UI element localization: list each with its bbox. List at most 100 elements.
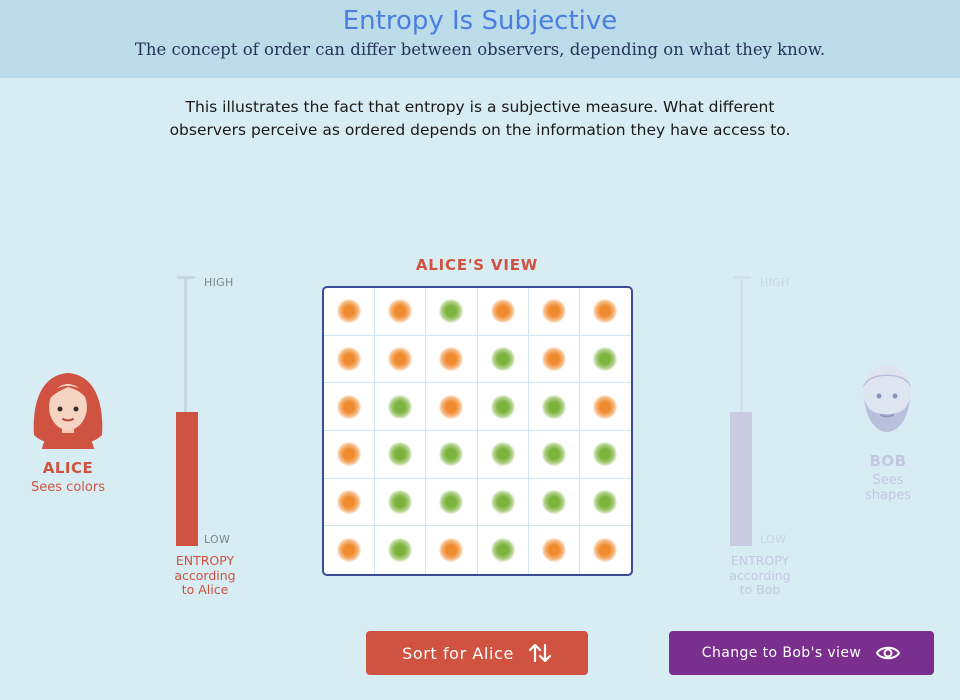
grid-cell [426,288,478,336]
green-dot [490,489,515,514]
grid-cell [426,335,478,384]
grid-cell [477,478,529,527]
grid-cell [528,478,580,527]
page-title: Entropy Is Subjective [342,6,618,36]
grid-cell [324,431,376,479]
grid-cell [324,288,376,336]
grid-cell [580,526,631,574]
orange-dot [388,346,413,371]
grid-cell [375,288,427,336]
eye-icon [875,644,901,662]
green-dot [439,442,464,467]
alice-caption-line-2: according [174,567,236,583]
grid-cell [477,431,529,479]
orange-dot [337,538,362,563]
green-dot [593,346,618,371]
bob-low-label: LOW [760,533,787,546]
intro-line-2: observers perceive as ordered depends on… [169,121,791,139]
grid-cell [528,288,580,336]
intro-text: This illustrates the fact that entropy i… [120,96,840,142]
green-dot [593,489,618,514]
grid-cell [528,431,580,479]
green-dot [388,442,413,467]
orange-dot [439,346,464,371]
alice-entropy-track [184,277,187,545]
grid-cell [579,288,631,336]
grid-cell [477,288,529,336]
grid-cell [478,526,529,574]
bob-caption-line-2: according [729,567,791,583]
bob-description: Sees shapes [838,473,938,503]
orange-dot [593,394,618,419]
change-to-bob-view-button[interactable]: Change to Bob's view [669,631,934,675]
grid-cell [324,526,376,574]
page-subtitle: The concept of order can differ between … [134,40,826,59]
alice-low-label: LOW [204,533,231,546]
bob-avatar [852,360,922,440]
orange-dot [337,489,362,514]
green-dot [439,489,464,514]
alice-caption-line-1: ENTROPY [175,553,235,568]
green-dot [490,538,515,563]
bob-entropy-cap [733,276,751,279]
alice-name: ALICE [42,459,94,477]
orange-dot [337,394,362,419]
grid-cell [579,479,631,527]
green-dot [490,394,515,419]
alice-description: Sees colors [31,480,105,495]
page-header: Entropy Is Subjective The concept of ord… [0,0,960,78]
grid-cell [579,431,631,479]
alice-high-label: HIGH [204,276,234,289]
orange-dot [337,442,362,467]
green-dot [439,299,464,324]
intro-line-1: This illustrates the fact that entropy i… [185,98,775,116]
green-dot [388,489,413,514]
orange-dot [439,538,464,563]
orange-dot [337,346,362,371]
orange-dot [541,346,566,371]
green-dot [541,442,566,467]
sort-for-alice-button[interactable]: Sort for Alice [366,631,588,675]
alice-entropy-cap [177,276,195,279]
orange-dot [541,538,566,563]
view-title: ALICE'S VIEW [415,256,539,274]
grid-cell [375,335,427,384]
green-dot [541,394,566,419]
grid-cell [375,431,427,479]
alice-avatar [26,365,110,449]
grid-cell [529,526,580,574]
bob-entropy-track [740,277,743,545]
bob-high-label: HIGH [760,276,790,289]
green-dot [388,394,413,419]
grid-cell [375,526,427,574]
grid-cell [324,335,376,384]
bob-caption-line-1: ENTROPY [730,553,790,568]
grid-cell [528,335,580,384]
sort-button-label: Sort for Alice [402,643,514,663]
grid-cell [375,478,427,527]
orange-dot [490,299,515,324]
alice-entropy-caption: ENTROPY according to Alice [155,553,255,598]
green-dot [490,346,515,371]
grid-cell [426,478,478,527]
grid-cell [426,526,478,574]
grid-cell [324,478,376,527]
grid-cell [579,336,631,384]
orange-dot [541,299,566,324]
orange-dot [337,299,362,324]
green-dot [541,489,566,514]
sort-arrows-icon [528,642,552,664]
bob-entropy-bar [730,412,752,546]
grid-cell [426,383,478,431]
alice-caption-line-3: to Alice [181,582,229,597]
green-dot [490,442,515,467]
bob-description-line-1: Sees [872,473,904,488]
bob-description-line-2: shapes [864,488,911,503]
grid-cell [477,335,529,384]
orange-dot [593,538,618,563]
grid-cell [375,383,427,431]
green-dot [388,538,413,563]
orange-dot [593,299,618,324]
view-button-label: Change to Bob's view [701,645,862,661]
grid-cell [426,431,478,479]
